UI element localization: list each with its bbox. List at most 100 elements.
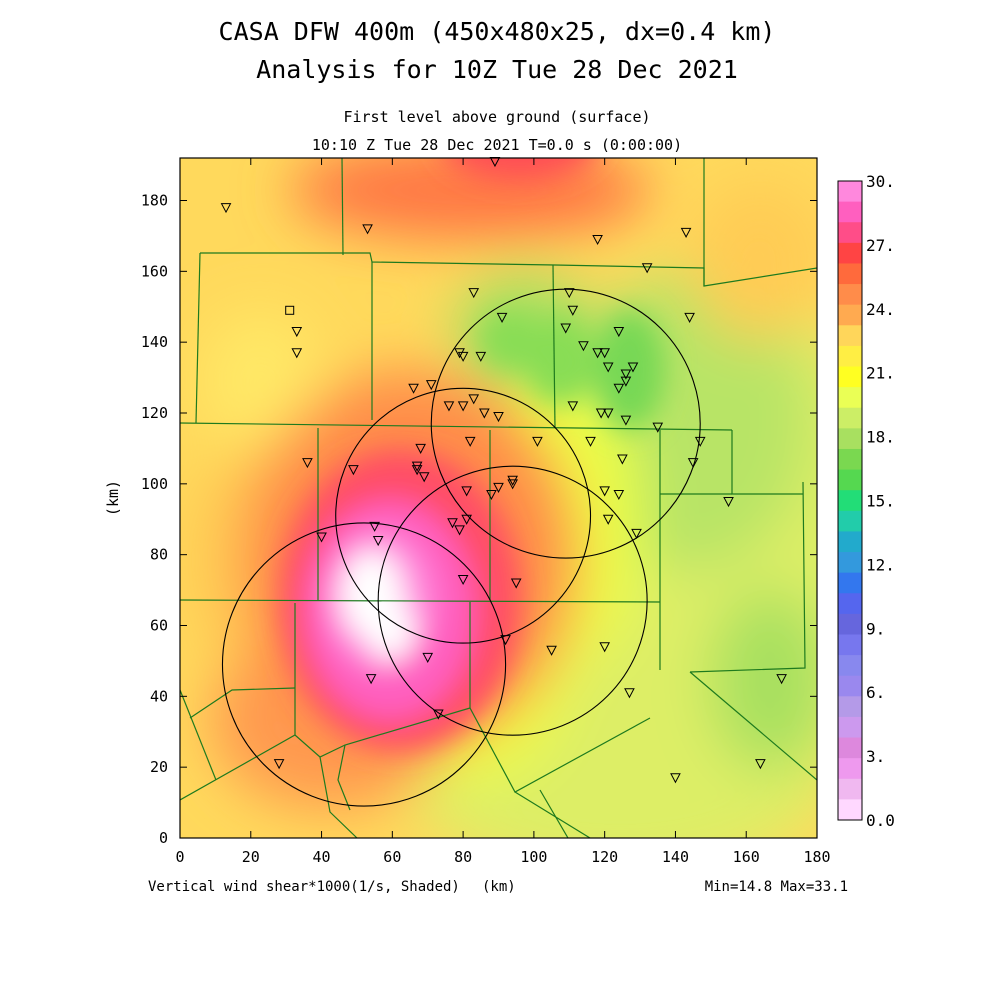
station-triangle-icon [316, 532, 327, 543]
station-triangle-icon [468, 288, 480, 299]
colorbar-label: 0.0 [866, 811, 895, 830]
station-triangle-icon [620, 415, 632, 426]
station-triangle-icon [493, 412, 504, 423]
station-triangle-icon [620, 369, 632, 380]
station-triangle-icon [507, 479, 518, 490]
colorbar-swatch [838, 428, 862, 450]
x-tick-label: 60 [383, 848, 401, 866]
colorbar-swatch [838, 490, 862, 512]
station-triangle-icon [620, 376, 632, 387]
station-triangle-icon [641, 263, 653, 274]
y-axis-label: (km) [104, 480, 122, 516]
footer-minmax: Min=14.8 Max=33.1 [705, 879, 848, 895]
colorbar-label: 9. [866, 619, 885, 638]
radar-rings [221, 288, 701, 807]
shaded-field [180, 158, 817, 838]
y-tick-label: 20 [150, 758, 168, 776]
colorbar-swatch [838, 448, 862, 471]
station-triangle-icon [560, 323, 572, 334]
station-triangle-icon [418, 472, 430, 483]
station-triangle-icon [362, 224, 373, 235]
station-triangle-icon [457, 351, 469, 362]
colorbar-label: 27. [866, 236, 895, 255]
station-triangle-icon [599, 642, 610, 653]
station-triangle-icon [595, 408, 607, 419]
station-triangle-icon [631, 528, 642, 539]
station-triangle-icon [415, 443, 426, 454]
x-tick-label: 180 [803, 848, 830, 866]
station-triangle-icon [500, 635, 511, 646]
colorbar-label: 12. [866, 555, 895, 574]
station-triangle-icon [670, 773, 681, 784]
station-triangle-icon [776, 674, 787, 685]
y-tick-label: 120 [141, 404, 168, 422]
station-triangle-icon [599, 348, 610, 359]
y-tick-label: 160 [141, 262, 168, 280]
x-tick-label: 20 [242, 848, 260, 866]
station-triangle-icon [613, 489, 625, 501]
y-tick-label: 100 [141, 475, 168, 493]
station-triangle-icon [684, 312, 695, 323]
station-triangle-icon [457, 574, 469, 586]
colorbar-swatch [838, 469, 862, 491]
x-tick-label: 80 [454, 848, 472, 866]
colorbar-swatch [838, 531, 862, 553]
station-triangle-icon [567, 305, 579, 316]
colorbar-swatch [838, 345, 862, 368]
station-triangle-icon [443, 401, 455, 412]
colorbar-label: 15. [866, 492, 895, 511]
station-triangle-icon [365, 674, 377, 685]
station-triangle-icon [567, 401, 579, 412]
colorbar-label: 21. [866, 364, 895, 383]
y-tick-label: 0 [159, 829, 168, 847]
y-tick-label: 60 [150, 617, 168, 635]
station-triangle-icon [602, 514, 614, 525]
station-triangle-icon [613, 383, 625, 394]
title-line-1: CASA DFW 400m (450x480x25, dx=0.4 km) [219, 17, 776, 46]
station-triangle-icon [411, 461, 423, 472]
colorbar-label: 18. [866, 428, 895, 447]
station-triangle-icon [694, 436, 706, 447]
station-triangle-icon [479, 408, 490, 419]
colorbar-swatch [838, 284, 862, 306]
station-markers [220, 157, 787, 784]
station-triangle-icon [563, 288, 575, 299]
colorbar-swatch [838, 201, 862, 223]
colorbar-swatch [838, 552, 862, 574]
station-triangle-icon [457, 401, 469, 412]
x-tick-label: 120 [591, 848, 618, 866]
station-triangle-icon [486, 489, 497, 501]
station-triangle-icon [613, 327, 625, 338]
station-triangle-icon [617, 454, 628, 465]
station-triangle-icon [602, 408, 614, 419]
colorbar-swatch [838, 613, 862, 635]
colorbar-swatch [838, 572, 862, 594]
colorbar-swatch [838, 737, 862, 759]
station-triangle-icon [496, 312, 508, 323]
colorbar-swatch [838, 366, 862, 388]
station-triangle-icon [507, 475, 518, 486]
subtitle-line-2: 10:10 Z Tue 28 Dec 2021 T=0.0 s (0:00:00… [312, 136, 682, 154]
county-lines [180, 158, 817, 838]
station-triangle-icon [302, 458, 313, 469]
title-line-2: Analysis for 10Z Tue 28 Dec 2021 [256, 55, 738, 84]
station-triangle-icon [454, 348, 465, 359]
station-triangle-icon [372, 536, 384, 547]
station-triangle-icon [592, 234, 603, 246]
colorbar-swatch [838, 778, 862, 800]
station-triangle-icon [422, 652, 434, 663]
y-tick-label: 140 [141, 333, 168, 351]
colorbar-label: 3. [866, 747, 885, 766]
radar-ring-2 [335, 387, 592, 644]
colorbar-swatch [838, 799, 862, 821]
colorbar-swatch [838, 222, 862, 244]
colorbar-label: 6. [866, 683, 885, 702]
colorbar-frame [837, 180, 863, 821]
radar-ring-3 [377, 465, 648, 736]
station-triangle-icon [578, 341, 589, 352]
x-tick-label: 140 [662, 848, 689, 866]
footer-x-unit: (km) [482, 879, 516, 895]
colorbar-swatch [838, 675, 862, 697]
radar-ring-4 [221, 522, 507, 807]
station-triangle-icon [468, 394, 480, 405]
